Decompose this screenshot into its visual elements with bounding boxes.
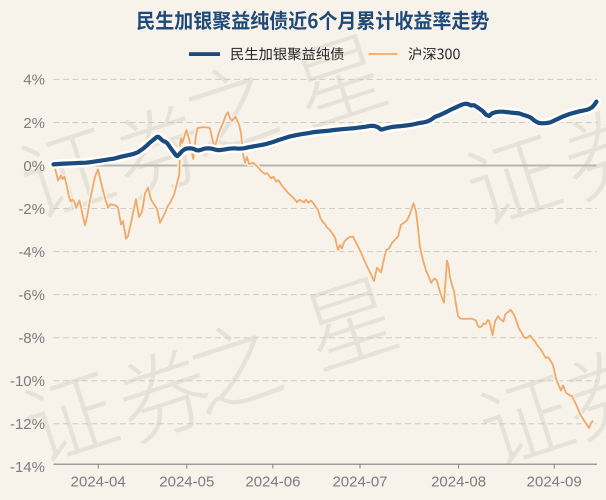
svg-text:2024-07: 2024-07 — [332, 474, 387, 491]
svg-text:2024-09: 2024-09 — [527, 474, 582, 491]
svg-text:0%: 0% — [23, 158, 45, 175]
svg-text:2024-04: 2024-04 — [71, 474, 126, 491]
svg-text:2024-06: 2024-06 — [245, 474, 300, 491]
svg-text:-2%: -2% — [18, 201, 45, 218]
svg-text:-8%: -8% — [18, 330, 45, 347]
svg-text:-10%: -10% — [10, 373, 45, 390]
svg-text:2024-08: 2024-08 — [431, 474, 486, 491]
svg-text:-12%: -12% — [10, 416, 45, 433]
svg-text:-6%: -6% — [18, 287, 45, 304]
svg-text:2024-05: 2024-05 — [159, 474, 214, 491]
svg-text:-4%: -4% — [18, 244, 45, 261]
svg-text:2%: 2% — [23, 115, 45, 132]
svg-text:-14%: -14% — [10, 459, 45, 476]
svg-text:4%: 4% — [23, 72, 45, 89]
